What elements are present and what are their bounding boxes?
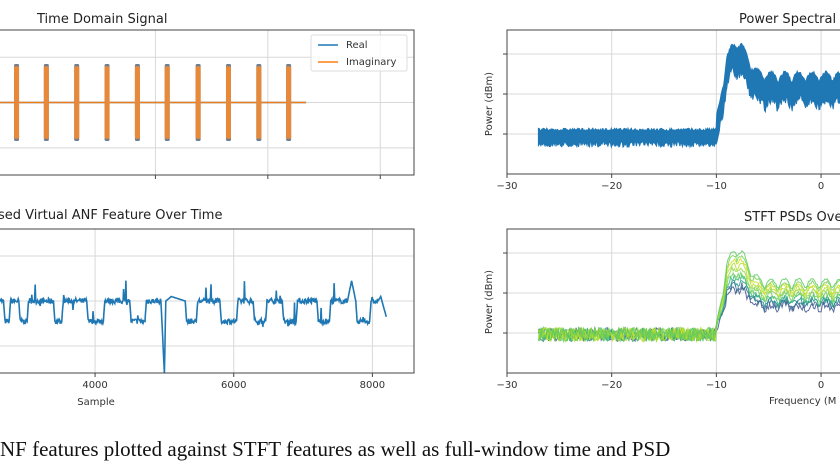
anf-feature-series (0, 280, 388, 374)
stft-series (537, 250, 840, 344)
x-tick-label: 0 (818, 181, 824, 192)
time-domain-axes-frame (0, 29, 415, 176)
figure: Time Domain Signal Real Imaginary sed Vi… (0, 12, 840, 408)
stft-grid (506, 229, 840, 373)
imaginary-burst (195, 66, 201, 139)
psd-xticks: −30 −20 −10 0 (496, 53, 824, 192)
imaginary-burst (286, 66, 292, 139)
time-domain-xticks (154, 175, 381, 179)
stft-panel: STFT PSDs Ove −30 −20 −10 0 Power (dBm) Fre… (484, 210, 840, 407)
imaginary-burst (164, 66, 170, 139)
stft-title: STFT PSDs Ove (744, 210, 840, 225)
psd-axes-frame (506, 29, 840, 175)
stft-xticks: −30 −20 −10 0 (496, 252, 824, 391)
anf-feature-panel: sed Virtual ANF Feature Over Time 4000 60… (0, 208, 415, 408)
imaginary-burst (43, 66, 49, 139)
x-tick-label: −20 (601, 181, 622, 192)
anf-feature-xticks: 4000 6000 8000 (82, 373, 385, 391)
x-tick-label: 4000 (82, 380, 107, 391)
anf-feature-axes-frame (0, 228, 415, 374)
imaginary-burst (104, 66, 110, 139)
x-tick-label: 6000 (221, 380, 246, 391)
imaginary-burst (74, 66, 80, 139)
x-tick-label: 8000 (360, 380, 385, 391)
x-tick-label: −20 (601, 380, 622, 391)
stft-xlabel: Frequency (M (769, 396, 836, 407)
anf-feature-title: sed Virtual ANF Feature Over Time (0, 208, 222, 223)
stft-psd-line (538, 250, 840, 344)
time-domain-title: Time Domain Signal (36, 12, 167, 27)
time-domain-panel: Time Domain Signal Real Imaginary (0, 12, 415, 179)
stft-axes-frame (506, 228, 840, 374)
psd-ylabel: Power (dBm) (484, 72, 495, 136)
psd-series (537, 42, 840, 149)
x-tick-label: −10 (706, 380, 727, 391)
psd-panel: Power Spectral −30 −20 −10 0 Power (dBm) (484, 12, 840, 192)
anf-line (0, 280, 388, 374)
legend-imaginary-label: Imaginary (346, 57, 397, 68)
x-tick-label: −30 (496, 380, 517, 391)
legend-real-label: Real (346, 40, 368, 51)
figure-caption: NF features plotted against STFT feature… (0, 437, 671, 461)
x-tick-label: −10 (706, 181, 727, 192)
x-tick-label: 0 (818, 380, 824, 391)
time-domain-legend: Real Imaginary (310, 34, 408, 72)
imaginary-burst (256, 66, 262, 139)
psd-title: Power Spectral (739, 12, 836, 27)
x-tick-label: −30 (496, 181, 517, 192)
time-domain-series (0, 63, 307, 142)
imaginary-burst (14, 66, 20, 139)
imaginary-burst (225, 66, 231, 139)
anf-feature-xlabel: Sample (77, 397, 115, 408)
imaginary-burst (134, 66, 140, 139)
psd-band (537, 42, 840, 149)
stft-ylabel: Power (dBm) (484, 270, 495, 334)
